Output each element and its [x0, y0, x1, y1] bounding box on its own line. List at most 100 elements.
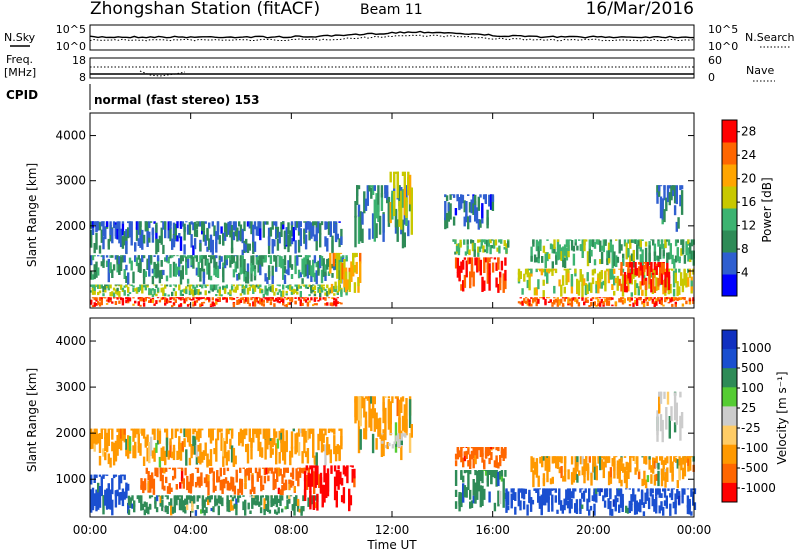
- echo-region: [90, 297, 343, 308]
- echo-cell: [634, 262, 637, 276]
- echo-cell: [677, 217, 680, 229]
- colorbar-tick-label: 1000: [741, 341, 772, 355]
- echo-cell: [301, 302, 304, 306]
- echo-cell: [312, 259, 315, 268]
- echo-cell: [197, 221, 200, 227]
- echo-cell: [521, 300, 524, 306]
- echo-cell: [622, 463, 625, 473]
- echo-cell: [125, 297, 128, 300]
- echo-cell: [357, 396, 361, 423]
- echo-cell: [319, 292, 322, 298]
- echo-cell: [203, 509, 206, 516]
- echo-cell: [195, 300, 199, 303]
- echo-cell: [204, 290, 207, 296]
- echo-cell: [269, 290, 273, 292]
- echo-cell: [351, 465, 354, 468]
- echo-cell: [254, 500, 257, 506]
- echo-cell: [607, 471, 611, 486]
- echo-cell: [599, 259, 602, 265]
- echo-cell: [139, 221, 142, 235]
- echo-cell: [269, 440, 273, 458]
- echo-cell: [135, 428, 139, 435]
- echo-cell: [373, 396, 376, 405]
- echo-cell: [465, 450, 468, 459]
- echo-cell: [199, 456, 202, 465]
- echo-cell: [116, 284, 119, 286]
- echo-cell: [112, 292, 116, 298]
- echo-cell: [215, 269, 218, 278]
- echo-cell: [293, 506, 296, 516]
- echo-cell: [97, 221, 100, 228]
- echo-cell: [118, 264, 121, 275]
- echo-cell: [331, 273, 334, 278]
- echo-cell: [242, 495, 245, 497]
- echo-cell: [676, 248, 679, 255]
- echo-cell: [373, 185, 376, 191]
- echo-cell: [192, 428, 195, 435]
- echo-cell: [489, 194, 493, 210]
- echo-cell: [477, 447, 481, 449]
- echo-cell: [215, 261, 218, 277]
- echo-cell: [674, 255, 678, 263]
- echo-cell: [400, 208, 403, 223]
- echo-cell: [401, 219, 405, 249]
- echo-cell: [339, 262, 343, 284]
- echo-cell: [252, 255, 255, 265]
- echo-cell: [178, 442, 181, 449]
- echo-cell: [296, 221, 299, 228]
- echo-cell: [125, 275, 128, 283]
- echo-cell: [139, 258, 142, 271]
- echo-cell: [340, 477, 344, 486]
- echo-cell: [229, 428, 232, 431]
- echo-cell: [467, 194, 470, 196]
- echo-cell: [664, 272, 667, 288]
- echo-cell: [567, 297, 570, 301]
- echo-cell: [554, 299, 558, 303]
- echo-cell: [470, 451, 474, 457]
- echo-cell: [637, 488, 640, 492]
- echo-cell: [368, 396, 371, 398]
- echo-cell: [134, 444, 137, 459]
- echo-cell: [491, 194, 495, 202]
- echo-cell: [251, 497, 254, 509]
- echo-cell: [259, 300, 262, 305]
- echo-cell: [246, 300, 250, 304]
- echo-cell: [657, 240, 660, 247]
- echo-cell: [100, 229, 103, 243]
- echo-cell: [460, 492, 463, 508]
- echo-cell: [261, 495, 264, 498]
- echo-cell: [340, 228, 343, 244]
- y-tick-label: 3000: [55, 174, 86, 188]
- echo-cell: [197, 261, 200, 277]
- echo-cell: [218, 289, 221, 297]
- echo-cell: [639, 281, 642, 290]
- echo-cell: [375, 412, 378, 430]
- echo-cell: [324, 288, 327, 292]
- echo-cell: [401, 396, 405, 402]
- echo-cell: [523, 273, 526, 282]
- echo-cell: [597, 277, 600, 294]
- echo-cell: [179, 467, 182, 469]
- echo-cell: [321, 484, 324, 506]
- echo-cell: [200, 472, 203, 485]
- echo-cell: [526, 279, 529, 289]
- echo-cell: [114, 474, 118, 477]
- echo-cell: [304, 234, 308, 250]
- echo-cell: [93, 284, 96, 291]
- echo-cell: [643, 262, 646, 264]
- echo-cell: [452, 239, 455, 242]
- echo-cell: [675, 221, 678, 232]
- echo-cell: [460, 447, 463, 451]
- echo-cell: [201, 285, 204, 289]
- echo-cell: [563, 244, 567, 256]
- echo-cell: [100, 255, 103, 258]
- echo-cell: [600, 488, 603, 493]
- echo-cell: [121, 428, 125, 441]
- echo-cell: [334, 223, 338, 243]
- echo-cell: [592, 464, 595, 473]
- echo-cell: [111, 228, 114, 244]
- echo-cell: [652, 274, 655, 290]
- echo-cell: [537, 492, 540, 503]
- echo-cell: [504, 470, 507, 477]
- echo-cell: [208, 255, 211, 257]
